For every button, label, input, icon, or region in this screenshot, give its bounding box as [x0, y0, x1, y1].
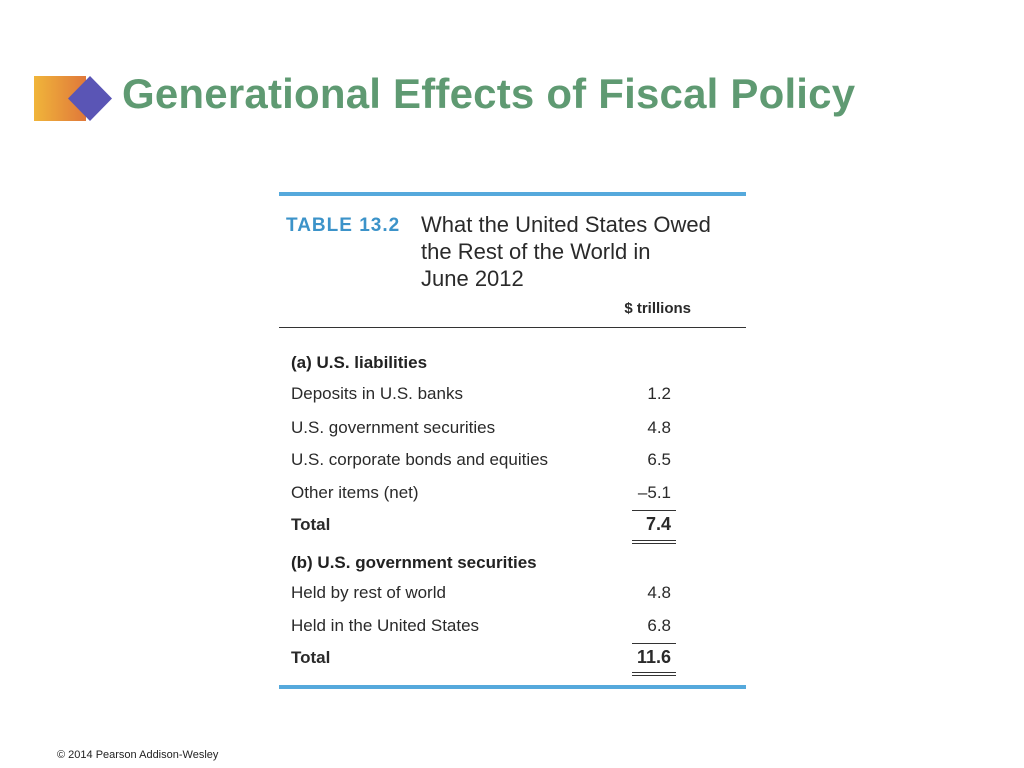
total-label: Total [291, 515, 331, 534]
total-double-rule [632, 540, 676, 544]
table-title-line: June 2012 [421, 266, 524, 291]
table-title-line: What the United States Owed [421, 212, 711, 237]
table-row-value: 6.5 [647, 450, 671, 469]
table-row-label: Other items (net) [291, 483, 419, 502]
title-bullet-icon [34, 76, 112, 121]
table-row-value: –5.1 [637, 483, 671, 502]
table-row-label: Held by rest of world [291, 583, 446, 602]
table-label: TABLE 13.2 [286, 215, 401, 236]
table-row-label: Held in the United States [291, 616, 480, 635]
table-row-value: 6.8 [647, 616, 671, 635]
total-value: 7.4 [645, 514, 671, 534]
page-title: Generational Effects of Fiscal Policy [122, 70, 856, 117]
total-double-rule [632, 672, 676, 676]
table-bottom-rule [279, 685, 746, 689]
table-top-rule [279, 192, 746, 196]
table-row-value: 4.8 [647, 583, 671, 602]
section-heading-liabilities: (a) U.S. liabilities [291, 353, 428, 372]
section-heading-government-securities: (b) U.S. government securities [291, 553, 537, 572]
table-row-label: Deposits in U.S. banks [291, 384, 463, 403]
header-rule [279, 327, 746, 328]
table-row-label: U.S. government securities [291, 418, 496, 437]
subtotal-rule [632, 643, 676, 644]
table-row-value: 1.2 [647, 384, 671, 403]
subtotal-rule [632, 510, 676, 511]
total-label: Total [291, 648, 331, 667]
unit-column-header: $ trillions [624, 300, 691, 317]
copyright-footer: © 2014 Pearson Addison-Wesley [57, 749, 219, 761]
table-row-label: U.S. corporate bonds and equities [291, 450, 549, 469]
table-row-value: 4.8 [647, 418, 671, 437]
table-title-line: the Rest of the World in [421, 239, 651, 264]
total-value: 11.6 [636, 647, 671, 667]
data-table: TABLE 13.2 What the United States Owed t… [279, 192, 746, 690]
table-title: What the United States Owed the Rest of … [421, 211, 731, 292]
